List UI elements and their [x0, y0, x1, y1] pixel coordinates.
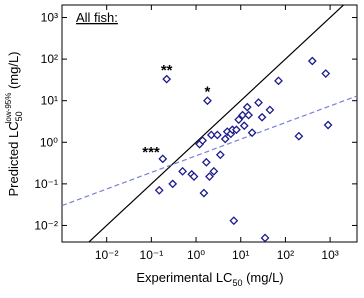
data-point	[198, 136, 207, 145]
point-label: ***	[142, 144, 160, 161]
data-point	[212, 130, 222, 140]
regression-line	[62, 95, 357, 207]
data-point	[307, 56, 317, 66]
y-tick-label: 10⁻²	[34, 218, 58, 232]
data-point	[234, 115, 244, 125]
data-point	[220, 134, 230, 144]
data-point	[294, 131, 304, 141]
data-point	[321, 69, 331, 78]
x-tick-label: 10⁻¹	[140, 248, 164, 262]
y-tick-label: 10⁰	[40, 135, 58, 149]
point-label: *	[205, 84, 211, 101]
data-point	[203, 96, 212, 106]
y-tick-label: 10⁻¹	[34, 177, 58, 191]
plot-area	[62, 5, 357, 242]
x-tick-label: 10¹	[232, 248, 249, 262]
data-point	[209, 166, 219, 176]
x-label-sub: 50	[232, 278, 242, 288]
data-point	[257, 112, 267, 122]
x-tick-label: 10⁰	[187, 248, 205, 262]
data-point	[260, 233, 270, 242]
data-point	[154, 185, 164, 195]
x-axis-label: Experimental LC50 (mg/L)	[136, 270, 283, 288]
y-axis-label: Predicted LC50low-95% (mg/L)	[4, 51, 24, 196]
data-point	[162, 74, 172, 84]
y-label-sub: 50	[14, 111, 24, 121]
y-tick-label: 10¹	[41, 94, 58, 108]
x-tick-label: 10⁻²	[95, 248, 119, 262]
annotation: All fish:	[76, 10, 118, 25]
plot-frame	[61, 4, 358, 243]
y-tick-label: 10³	[41, 11, 58, 25]
data-point	[168, 179, 178, 189]
y-label-unit: (mg/L)	[6, 51, 21, 92]
data-point	[265, 105, 275, 115]
data-point	[231, 125, 241, 135]
data-point	[242, 102, 252, 112]
data-point	[323, 120, 333, 130]
identity-line	[88, 5, 345, 242]
x-tick-label: 10²	[277, 248, 294, 262]
point-label: **	[161, 62, 173, 79]
data-point	[201, 157, 211, 167]
data-point	[199, 188, 209, 198]
x-label-text: Experimental LC	[136, 270, 232, 285]
y-label-sup: low-95%	[4, 93, 13, 124]
data-point	[178, 166, 188, 176]
data-point	[238, 110, 248, 120]
data-point	[206, 130, 216, 140]
data-point	[158, 154, 168, 164]
x-tick-label: 10³	[321, 248, 338, 262]
data-point	[274, 76, 283, 86]
x-label-unit: (mg/L)	[242, 270, 283, 285]
data-point	[239, 121, 249, 131]
data-point	[215, 150, 225, 160]
data-point	[254, 98, 263, 108]
data-point	[189, 172, 199, 181]
y-label-text: Predicted LC	[6, 121, 21, 196]
data-point	[205, 172, 214, 181]
data-point	[244, 110, 254, 120]
data-point	[247, 128, 257, 138]
y-tick-label: 10²	[41, 52, 58, 66]
data-point	[229, 216, 239, 226]
